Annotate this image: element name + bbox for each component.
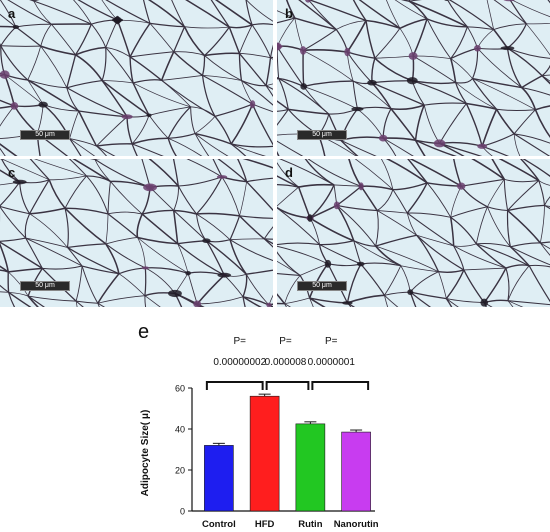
significance-bracket: [265, 381, 310, 390]
scale-bar-label: 50 μm: [35, 131, 55, 138]
x-tick-label: Nanorutin: [334, 519, 379, 530]
tissue-image: [0, 0, 273, 156]
panel-letter: c: [8, 165, 16, 180]
p-value-label: P=: [279, 336, 292, 347]
y-axis-label: Adipocyte Size( μ): [140, 410, 151, 497]
histology-panel-a: a 50 μm: [0, 0, 273, 156]
chart-plot-area: 0 20 40 60 Control HFD Rutin Nanorutin P= 0.00000…: [175, 336, 379, 530]
bar-hfd: [249, 395, 280, 512]
y-tick-label: 20: [175, 466, 185, 476]
significance-bracket: [205, 381, 264, 390]
scale-bar-label: 50 μm: [312, 282, 332, 289]
scale-bar: 50 μm: [297, 281, 347, 291]
stroma-nuclei: [306, 182, 489, 307]
panel-letter: b: [285, 6, 293, 21]
scale-bar: 50 μm: [297, 130, 347, 140]
p-value: 0.000008: [265, 357, 307, 368]
tissue-image: [277, 0, 550, 156]
bar-control: [204, 445, 234, 512]
y-tick-label: 0: [180, 507, 185, 517]
stroma-nuclei: [277, 0, 516, 149]
scale-bar-label: 50 μm: [312, 131, 332, 138]
y-tick-label: 40: [175, 425, 185, 435]
scale-bar: 50 μm: [20, 130, 70, 140]
stroma-nuclei: [12, 175, 272, 307]
bar-nanorutin: [341, 431, 371, 512]
scale-bar-label: 50 μm: [35, 282, 55, 289]
p-value: 0.0000001: [308, 357, 356, 368]
scale-bar: 50 μm: [20, 281, 70, 291]
panel-letter-e: e: [138, 321, 149, 343]
panel-letter: d: [285, 165, 293, 180]
panel-letter: a: [8, 6, 16, 21]
x-tick-label: Control: [202, 519, 236, 530]
histology-panel-c: c 50 μm: [0, 159, 273, 307]
x-tick-label: Rutin: [298, 519, 322, 530]
tissue-image: [277, 159, 550, 307]
p-value-label: P=: [325, 336, 338, 347]
histology-panel-b: b 50 μm: [277, 0, 550, 156]
cell-membrane-network: [0, 159, 273, 307]
histology-panel-d: d 50 μm: [277, 159, 550, 307]
p-value: 0.00000002: [213, 357, 266, 368]
significance-bracket: [311, 381, 370, 390]
p-value-label: P=: [233, 336, 246, 347]
y-tick-label: 60: [175, 384, 185, 394]
tissue-image: [0, 159, 273, 307]
bar-rutin: [295, 423, 326, 512]
x-tick-label: HFD: [255, 519, 275, 530]
adipocyte-size-chart: e Adipocyte Size( μ) 0 20 40 60 Control HFD Ru…: [138, 321, 379, 530]
